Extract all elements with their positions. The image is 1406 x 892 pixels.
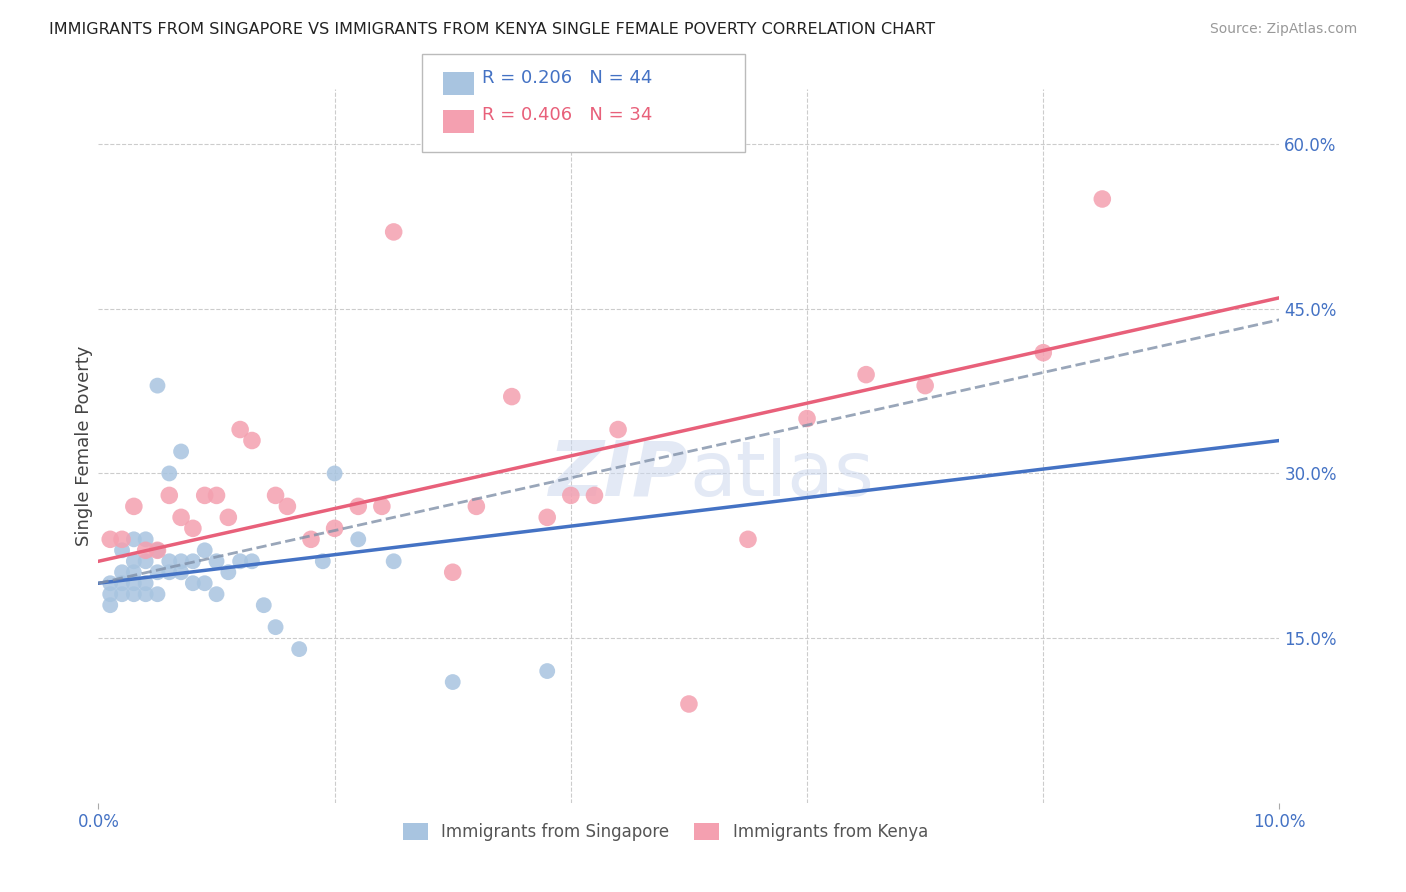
Point — [157, 554, 180, 568]
Text: IMMIGRANTS FROM SINGAPORE VS IMMIGRANTS FROM KENYA SINGLE FEMALE POVERTY CORRELA: IMMIGRANTS FROM SINGAPORE VS IMMIGRANTS … — [49, 22, 935, 37]
Text: ZIP: ZIP — [550, 438, 689, 511]
Point — [157, 488, 180, 502]
Point — [111, 587, 134, 601]
Point — [583, 488, 606, 502]
Point — [135, 576, 157, 591]
Point — [796, 411, 818, 425]
Point — [607, 423, 630, 437]
Point — [229, 423, 252, 437]
Point — [737, 533, 759, 547]
Point — [312, 554, 335, 568]
Point — [914, 378, 936, 392]
Point — [194, 543, 217, 558]
Point — [135, 543, 157, 558]
Text: R = 0.206   N = 44: R = 0.206 N = 44 — [482, 69, 652, 87]
Point — [146, 566, 169, 580]
Point — [678, 697, 700, 711]
Point — [122, 587, 145, 601]
Point — [382, 554, 405, 568]
Point — [288, 642, 311, 657]
Point — [157, 566, 180, 580]
Point — [205, 488, 228, 502]
Point — [371, 500, 394, 514]
Point — [240, 434, 263, 448]
Point — [264, 488, 287, 502]
Text: Source: ZipAtlas.com: Source: ZipAtlas.com — [1209, 22, 1357, 37]
Point — [253, 598, 276, 612]
Point — [441, 566, 464, 580]
Point — [465, 500, 488, 514]
Point — [181, 576, 204, 591]
Point — [205, 587, 228, 601]
Point — [194, 576, 217, 591]
Point — [170, 566, 193, 580]
Point — [146, 587, 169, 601]
Point — [122, 500, 145, 514]
Point — [217, 510, 239, 524]
Point — [323, 467, 346, 481]
Point — [135, 533, 157, 547]
Point — [240, 554, 263, 568]
Point — [135, 587, 157, 601]
Point — [441, 675, 464, 690]
Point — [157, 467, 180, 481]
Point — [98, 576, 121, 591]
Point — [111, 566, 134, 580]
Point — [264, 620, 287, 634]
Point — [170, 444, 193, 458]
Point — [347, 533, 370, 547]
Point — [181, 521, 204, 535]
Point — [299, 533, 322, 547]
Point — [111, 543, 134, 558]
Point — [170, 554, 193, 568]
Point — [560, 488, 582, 502]
Point — [536, 510, 558, 524]
Point — [347, 500, 370, 514]
Point — [122, 566, 145, 580]
Point — [122, 533, 145, 547]
Point — [1032, 345, 1054, 359]
Point — [170, 510, 193, 524]
Point — [122, 576, 145, 591]
Point — [146, 378, 169, 392]
Point — [276, 500, 298, 514]
Point — [122, 554, 145, 568]
Point — [229, 554, 252, 568]
Point — [146, 543, 169, 558]
Point — [536, 664, 558, 678]
Text: R = 0.406   N = 34: R = 0.406 N = 34 — [482, 106, 652, 124]
Point — [181, 554, 204, 568]
Point — [135, 554, 157, 568]
Point — [98, 587, 121, 601]
Point — [98, 598, 121, 612]
Point — [146, 543, 169, 558]
Point — [217, 566, 239, 580]
Text: atlas: atlas — [689, 438, 873, 511]
Point — [194, 488, 217, 502]
Point — [111, 533, 134, 547]
Legend: Immigrants from Singapore, Immigrants from Kenya: Immigrants from Singapore, Immigrants fr… — [396, 816, 935, 848]
Point — [98, 533, 121, 547]
Point — [382, 225, 405, 239]
Point — [855, 368, 877, 382]
Point — [1091, 192, 1114, 206]
Y-axis label: Single Female Poverty: Single Female Poverty — [75, 346, 93, 546]
Point — [205, 554, 228, 568]
Point — [111, 576, 134, 591]
Point — [323, 521, 346, 535]
Point — [501, 390, 523, 404]
